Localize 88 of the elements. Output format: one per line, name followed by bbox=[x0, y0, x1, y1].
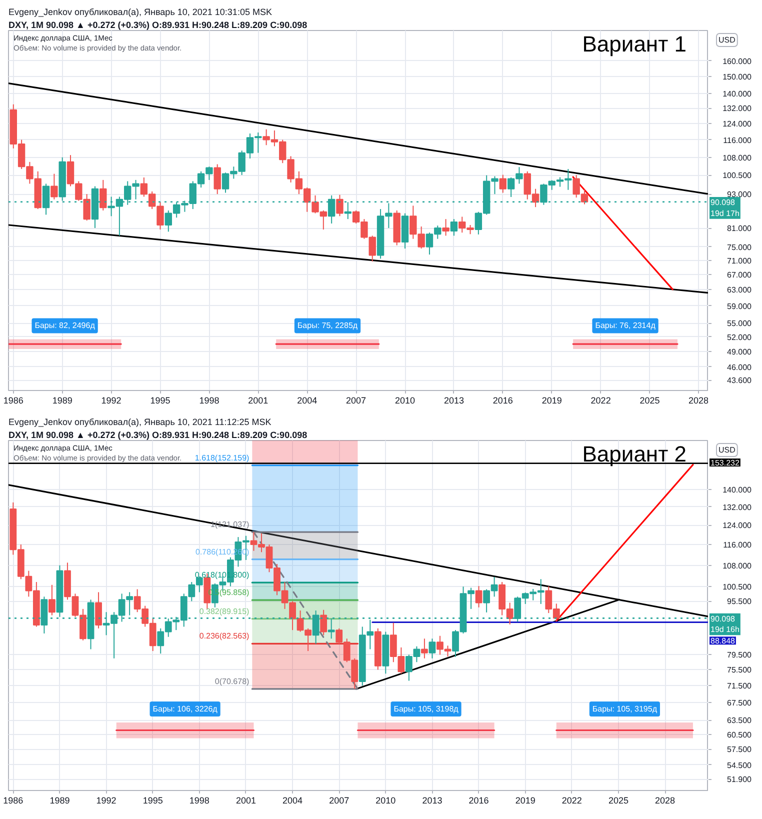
y-tick-label: 52.000 bbox=[727, 332, 752, 342]
chart-subtitle: Evgeny_Jenkov опубликовал(а), Январь 10, 2021 11:12:25 MSK bbox=[8, 417, 272, 427]
y-tick-label: 116.000 bbox=[723, 540, 752, 550]
x-tick-label: 2019 bbox=[542, 396, 562, 406]
x-tick-label: 2022 bbox=[562, 796, 582, 806]
y-tick-label: 124.000 bbox=[722, 521, 752, 530]
x-tick-label: 1989 bbox=[52, 396, 72, 406]
y-tick-label: 150.000 bbox=[722, 72, 752, 82]
y-tick-label: 67.000 bbox=[727, 270, 752, 280]
x-tick-label: 2028 bbox=[688, 396, 709, 406]
text: Бары: 105, 3195д bbox=[592, 704, 658, 714]
x-tick-label: 2013 bbox=[444, 396, 464, 406]
x-tick-label: 1992 bbox=[101, 396, 122, 406]
y-tick-label: 132.000 bbox=[722, 502, 752, 512]
y-tick-label: 81.000 bbox=[727, 224, 752, 233]
y-tick-label: 140.000 bbox=[722, 486, 752, 495]
ref-line-label: 90.098 19d 17h bbox=[710, 198, 740, 218]
x-tick-label: 2007 bbox=[346, 396, 366, 406]
x-tick-label: 1995 bbox=[150, 396, 170, 406]
x-tick-label: 2001 bbox=[236, 796, 256, 806]
y-tick-label: 59.000 bbox=[727, 302, 752, 311]
y-tick-label: 108.000 bbox=[722, 153, 752, 162]
y-tick-label: 49.000 bbox=[727, 347, 752, 356]
y-tick-label: 55.000 bbox=[727, 319, 752, 328]
x-tick-label: 2028 bbox=[655, 796, 676, 806]
y-tick-label: 100.500 bbox=[722, 582, 752, 592]
x-tick-label: 2019 bbox=[515, 796, 536, 806]
text: DXY, 1M 90.098 ▲ +0.272 (+0.3%) O:89.931 H:90.248 L:89.209 C:90.098 bbox=[8, 20, 308, 30]
x-tick-label: 2007 bbox=[329, 796, 350, 806]
y-tick-label: 63.000 bbox=[727, 286, 752, 295]
y-tick-label: 43.600 bbox=[727, 376, 752, 386]
x-tick-label: 1998 bbox=[189, 796, 210, 806]
text: Бары: 106, 3226д bbox=[152, 704, 218, 714]
x-tick-label: 2010 bbox=[376, 796, 396, 806]
y-tick-label: 54.500 bbox=[727, 760, 752, 770]
series-label: 0.236(82.563) bbox=[199, 632, 250, 641]
y-tick-label: 95.500 bbox=[727, 597, 752, 606]
y-tick-label: 93.000 bbox=[727, 190, 752, 200]
y-tick-label: 132.000 bbox=[722, 104, 752, 114]
x-tick-label: 2016 bbox=[468, 796, 489, 806]
y-tick-label: 71.000 bbox=[727, 256, 752, 266]
y-tick-label: 100.500 bbox=[722, 171, 752, 180]
series-label: 0.382(89.915) bbox=[199, 606, 250, 616]
x-tick-label: 2010 bbox=[394, 396, 416, 406]
series-label: 0(70.678) bbox=[214, 676, 250, 686]
y-tick-label: 46.000 bbox=[727, 362, 752, 372]
y-tick-label: 51.900 bbox=[727, 775, 752, 784]
chart-subtitle: Evgeny_Jenkov опубликовал(а), Январь 10, 2021 10:31:05 MSK bbox=[8, 7, 272, 17]
x-tick-label: 1986 bbox=[3, 796, 24, 806]
y-tick-label: 71.500 bbox=[727, 682, 752, 691]
y-tick-label: 108.000 bbox=[722, 561, 752, 570]
x-tick-label: 2016 bbox=[492, 396, 513, 406]
x-tick-label: 2004 bbox=[282, 796, 303, 806]
x-tick-label: 1986 bbox=[3, 396, 24, 406]
y-tick-label: 160.000 bbox=[722, 56, 752, 66]
y-tick-label: 79.500 bbox=[727, 650, 752, 660]
y-tick-label: 124.000 bbox=[722, 119, 752, 128]
y-tick-label: 140.000 bbox=[722, 90, 752, 99]
text: USD bbox=[718, 36, 736, 44]
y-tick-label: 67.500 bbox=[727, 698, 752, 708]
x-tick-label: 1998 bbox=[199, 396, 220, 406]
text: USD bbox=[718, 446, 736, 454]
y-tick-label: 63.500 bbox=[727, 716, 752, 726]
ref-line-label: 90.098 19d 16h bbox=[710, 614, 740, 634]
ref-line-label: 153.232 bbox=[710, 458, 740, 468]
chart-title: Вариант 1 bbox=[582, 32, 687, 56]
series-label: 1.618(152.159) bbox=[194, 453, 250, 462]
x-tick-label: 1995 bbox=[142, 796, 163, 806]
text: DXY, 1M 90.098 ▲ +0.272 (+0.3%) O:89.931 H:90.248 L:89.209 C:90.098 bbox=[8, 430, 308, 440]
y-tick-label: 60.500 bbox=[727, 730, 752, 740]
x-tick-label: 1989 bbox=[50, 796, 70, 806]
x-tick-label: 1992 bbox=[96, 796, 116, 806]
annotation: 88.848 bbox=[710, 636, 736, 646]
x-tick-label: 2022 bbox=[590, 396, 611, 406]
y-tick-label: 116.000 bbox=[723, 136, 752, 145]
y-tick-label: 57.500 bbox=[727, 745, 752, 754]
chart-title: Вариант 2 bbox=[582, 442, 687, 466]
x-tick-label: 2001 bbox=[248, 396, 268, 406]
text: Бары: 105, 3198д bbox=[394, 704, 459, 714]
x-tick-label: 2025 bbox=[640, 396, 660, 406]
series-label: Бары: 75, 2285д bbox=[297, 321, 358, 330]
series-label: Бары: 76, 2314д bbox=[595, 321, 656, 330]
x-tick-label: 2013 bbox=[422, 796, 442, 806]
x-tick-label: 2004 bbox=[297, 396, 318, 406]
y-tick-label: 75.000 bbox=[727, 242, 752, 252]
x-tick-label: 2025 bbox=[608, 796, 628, 806]
series-label: Бары: 82, 2496д bbox=[34, 321, 96, 330]
y-tick-label: 75.500 bbox=[727, 666, 752, 675]
